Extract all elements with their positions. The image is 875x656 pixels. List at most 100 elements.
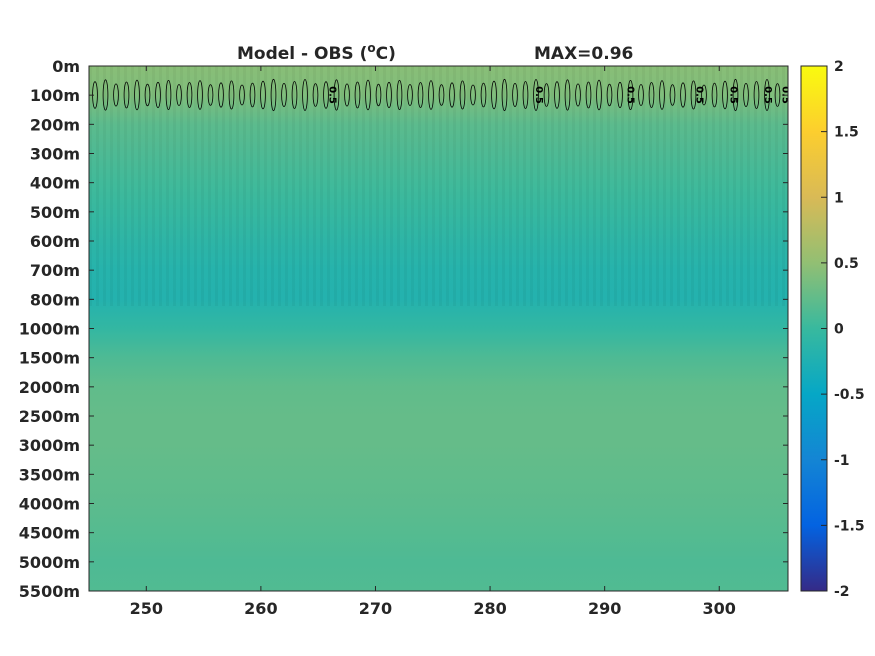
y-tick-label: 3000m <box>19 436 80 455</box>
colorbar-tick-label: 1 <box>834 190 844 206</box>
y-tick-label: 4500m <box>19 524 80 543</box>
contour-loop <box>722 80 728 110</box>
contour-label: 0.5 <box>728 86 739 104</box>
contour-loop <box>701 84 707 106</box>
y-tick-label: 700m <box>30 261 80 280</box>
contour-loop <box>123 81 130 109</box>
contour-loop <box>501 78 508 112</box>
contour-loop <box>669 84 676 106</box>
contour-loop <box>711 82 718 108</box>
x-tick-label: 300 <box>703 599 736 618</box>
contour-loop <box>134 79 140 111</box>
heatmap-stripe <box>425 66 428 306</box>
heatmap-stripe <box>341 66 344 306</box>
contour-loop <box>102 79 109 111</box>
contour-loop <box>743 83 749 108</box>
contour-loop <box>480 82 487 108</box>
y-tick-label: 200m <box>30 115 80 134</box>
x-tick-label: 290 <box>588 599 621 618</box>
heatmap-stripe <box>579 66 582 306</box>
contour-loop <box>638 84 644 106</box>
heatmap-stripe <box>614 66 617 306</box>
colorbar-tick-label: 0.5 <box>834 256 859 272</box>
heatmap-stripe <box>572 66 575 306</box>
contour-loop <box>617 81 623 109</box>
contour-loop <box>176 84 182 106</box>
contour-loop <box>207 84 214 106</box>
chart-title: Model - OBS (oC) <box>237 41 396 64</box>
heatmap-stripe <box>593 66 596 306</box>
contour-loop <box>365 79 371 111</box>
contour-loop <box>428 80 434 110</box>
x-tick-label: 280 <box>473 599 506 618</box>
colorbar: 2 1.5 1 0.5 0 -0.5 -1 -1.5 -2 <box>800 59 865 600</box>
colorbar-tick-label: -1 <box>834 453 850 469</box>
heatmap-stripe <box>530 66 533 306</box>
contour-loop <box>323 81 329 109</box>
heatmap-stripe <box>453 66 456 306</box>
contour-label: 0.5 <box>762 86 773 104</box>
contour-loop <box>522 81 529 109</box>
heatmap-stripe <box>299 66 302 306</box>
x-tick-label: 250 <box>130 599 163 618</box>
heatmap-stripe <box>278 66 281 306</box>
heatmap-stripe <box>236 66 239 306</box>
contour-loop <box>113 83 119 107</box>
heatmap-stripe <box>740 66 743 306</box>
colorbar-tick-label: -2 <box>834 584 850 600</box>
heatmap-stripe <box>362 66 365 306</box>
contour-loop <box>659 80 665 110</box>
contour-loop <box>512 83 518 108</box>
contour-loop <box>386 81 392 109</box>
contour-loop <box>680 82 686 108</box>
colorbar-tick-label: 0 <box>834 322 844 338</box>
y-tick-label: 400m <box>30 174 80 193</box>
heatmap-stripe <box>222 66 225 306</box>
contour-loop <box>627 80 634 111</box>
heatmap-stripe <box>474 66 477 306</box>
heatmap-stripe <box>488 66 491 306</box>
contour-label: 0.5 <box>625 86 636 104</box>
contour-loop <box>491 80 497 110</box>
contour-loop <box>312 83 319 107</box>
contour-loop <box>375 83 382 107</box>
contour-label: 0.5 <box>533 86 544 104</box>
heatmap-stripe <box>446 66 449 306</box>
y-tick-label: 800m <box>30 290 80 309</box>
y-tick-label: 500m <box>30 203 80 222</box>
contour-label: 0.5 <box>327 86 338 104</box>
contour-loop <box>260 80 266 110</box>
heatmap-stripe <box>705 66 708 306</box>
contour-loop <box>281 83 287 108</box>
y-tick-label: 300m <box>30 145 80 164</box>
heatmap-stripe <box>285 66 288 306</box>
heatmap-stripe <box>257 66 260 306</box>
contour-loop <box>186 82 193 108</box>
contour-loop <box>606 83 613 107</box>
contour-loop <box>585 81 592 109</box>
heatmap-stripe <box>677 66 680 306</box>
contour-loop <box>596 79 602 111</box>
contour-loop <box>197 80 203 110</box>
heatmap-stripe <box>656 66 659 306</box>
y-tick-label: 5500m <box>19 582 80 601</box>
contour-loop <box>228 80 235 110</box>
heatmap-stripe <box>131 66 134 306</box>
contour-loop <box>144 83 151 107</box>
heatmap-stripe <box>110 66 113 306</box>
colorbar-ticks: 2 1.5 1 0.5 0 -0.5 -1 -1.5 -2 <box>821 59 865 600</box>
contour-loop <box>155 81 161 109</box>
contour-loop <box>354 81 361 109</box>
contour-loop <box>449 82 455 108</box>
heatmap-stripe <box>383 66 386 306</box>
contour-loop <box>239 84 245 106</box>
heatmap-stripe <box>411 66 414 306</box>
y-tick-label: 2500m <box>19 407 80 426</box>
heatmap-stripe <box>516 66 519 306</box>
contour-loop <box>554 81 560 109</box>
colorbar-tick-label: -1.5 <box>834 518 865 534</box>
contour-label: 0.5 <box>693 86 704 104</box>
contour-loop <box>333 79 340 111</box>
contour-loop <box>291 81 298 109</box>
contour-loop <box>417 82 424 108</box>
